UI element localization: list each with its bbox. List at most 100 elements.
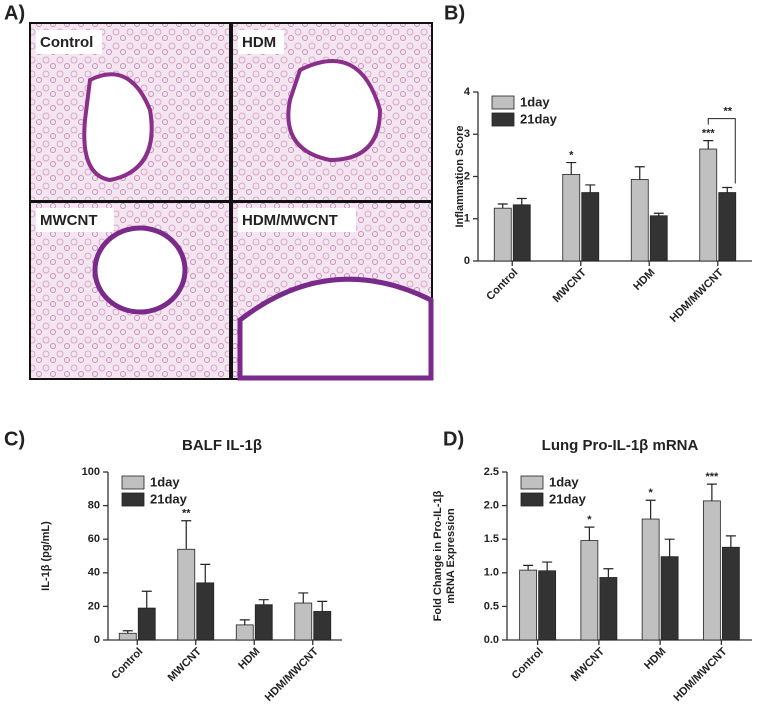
legend-label: 1day: [520, 94, 550, 109]
airway: [92, 225, 188, 315]
bar: [562, 173, 581, 262]
x-tick-label: HDM: [631, 267, 657, 293]
legend-label: 21day: [520, 111, 558, 126]
legend-swatch: [491, 112, 515, 127]
airway: [286, 59, 383, 163]
error-bar: [317, 600, 328, 612]
x-tick-label: HDM/MWCNT: [263, 645, 321, 703]
legend-swatch: [520, 492, 544, 507]
error-bar: [258, 599, 269, 605]
y-tick-label: 80: [88, 500, 100, 512]
legend-label: 1day: [150, 474, 180, 489]
bar: [493, 207, 512, 262]
error-bar: [566, 161, 577, 175]
x-tick-label: HDM: [236, 646, 262, 672]
y-axis-label: IL-1β (pg/mL): [40, 521, 52, 591]
x-tick-label: Control: [510, 646, 546, 682]
bar: [512, 204, 531, 262]
y-tick-label: 2.0: [484, 500, 499, 512]
panel-label: C): [4, 428, 25, 450]
legend-swatch: [121, 492, 145, 507]
y-tick-label: 1.0: [484, 567, 499, 579]
x-tick-label: Control: [484, 267, 520, 303]
y-tick-label: 2: [464, 170, 470, 182]
y-tick-label: 0.0: [484, 634, 499, 646]
chart-title: Lung Pro-IL-1β mRNA: [542, 437, 699, 454]
bar: [641, 518, 660, 641]
error-bar: [141, 590, 152, 609]
y-tick-label: 100: [82, 466, 100, 478]
significance: *: [569, 149, 574, 161]
panel-label: A): [4, 2, 25, 24]
legend-label: 1day: [549, 474, 579, 489]
x-tick-label: HDM/MWCNT: [671, 645, 729, 703]
error-bar: [725, 535, 736, 548]
bar: [581, 192, 600, 262]
airway: [82, 72, 154, 183]
y-tick-label: 0: [94, 634, 100, 646]
significance: *: [587, 514, 592, 526]
error-bar: [298, 592, 309, 604]
error-bar: [523, 564, 534, 571]
y-axis-label: Fold Change in Pro-IL-1β: [432, 490, 444, 621]
label-box: [36, 30, 102, 54]
x-tick-label: HDM: [642, 646, 668, 672]
y-tick-label: 1: [464, 213, 470, 225]
y-axis-label: Inflammation Score: [454, 125, 466, 227]
image-label: HDM/MWCNT: [242, 212, 338, 229]
bar: [649, 215, 668, 262]
bar: [702, 500, 721, 641]
y-tick-label: 0: [464, 255, 470, 267]
error-bar: [516, 197, 527, 205]
significance: ***: [702, 127, 716, 139]
image-label: MWCNT: [40, 212, 97, 229]
error-bar: [603, 568, 614, 578]
legend-swatch: [520, 475, 544, 490]
bar: [580, 540, 599, 641]
x-tick-label: MWCNT: [166, 645, 204, 683]
error-bar: [122, 630, 133, 634]
bar: [699, 148, 718, 262]
image-label: Control: [40, 34, 93, 51]
error-bar: [645, 499, 656, 520]
y-tick-label: 0.5: [484, 600, 499, 612]
error-bar: [200, 563, 211, 583]
error-bar: [542, 561, 553, 571]
error-bar: [703, 139, 714, 150]
error-bar: [585, 184, 596, 193]
significance: **: [182, 508, 191, 520]
label-box: [238, 30, 284, 54]
x-tick-label: MWCNT: [551, 266, 589, 304]
y-tick-label: 3: [464, 128, 470, 140]
error-bar: [239, 619, 250, 625]
significance: ***: [705, 471, 719, 483]
panel-label: D): [443, 428, 464, 450]
significance: *: [648, 487, 653, 499]
label-box: [36, 208, 114, 232]
bar: [538, 570, 557, 641]
legend-swatch: [121, 475, 145, 490]
y-tick-label: 40: [88, 567, 100, 579]
legend-label: 21day: [150, 491, 188, 506]
bar: [177, 548, 196, 641]
legend-label: 21day: [549, 491, 587, 506]
image-label: HDM: [242, 34, 276, 51]
y-tick-label: 20: [88, 600, 100, 612]
bar: [721, 546, 740, 641]
legend-swatch: [491, 95, 515, 110]
bar: [235, 624, 254, 641]
error-bar: [664, 538, 675, 557]
bar: [599, 577, 618, 641]
bar: [313, 611, 332, 641]
bar: [196, 582, 215, 641]
chart-title: BALF IL-1β: [182, 437, 262, 454]
bar: [254, 604, 273, 641]
error-bar: [706, 483, 717, 501]
error-bar: [497, 203, 508, 209]
y-tick-label: 2.5: [484, 466, 499, 478]
bracket-label: **: [723, 105, 732, 117]
y-tick-label: 4: [464, 86, 471, 98]
bar: [630, 179, 649, 262]
bar: [118, 632, 137, 641]
